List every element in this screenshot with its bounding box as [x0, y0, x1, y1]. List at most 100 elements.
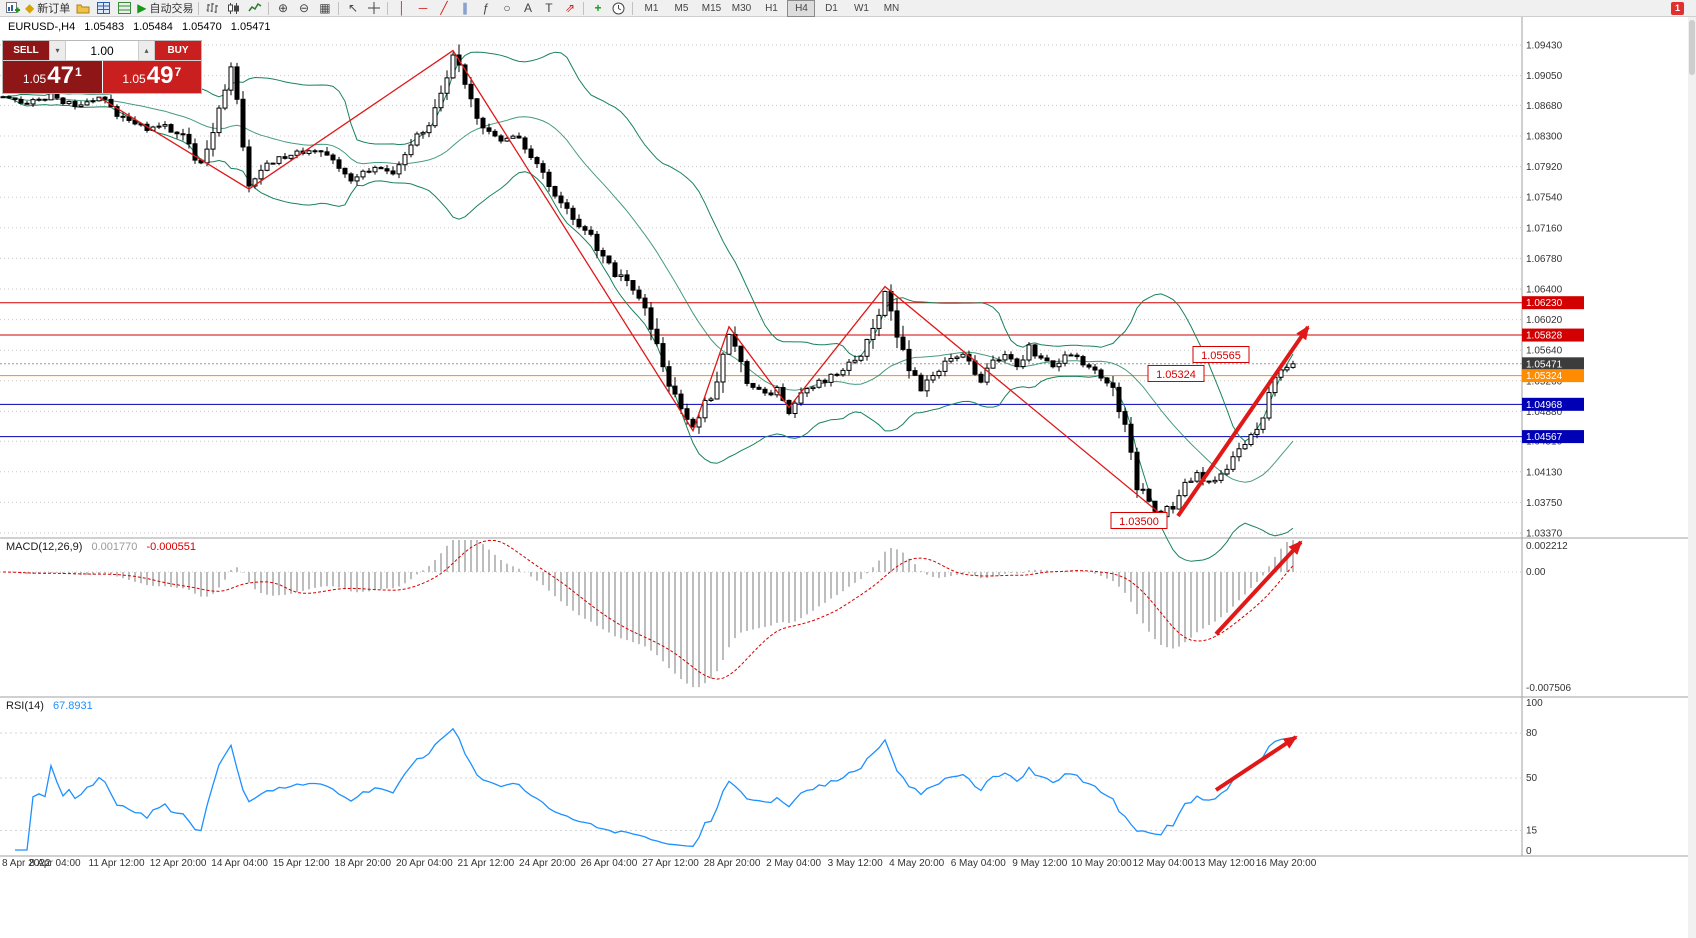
svg-text:1.08680: 1.08680: [1526, 101, 1563, 112]
svg-text:16 May 20:00: 16 May 20:00: [1256, 858, 1317, 869]
crosshair-tool-button[interactable]: [363, 1, 384, 16]
timeframe-mn-button[interactable]: MN: [883, 2, 900, 14]
volume-increase-button[interactable]: ▴: [138, 41, 155, 60]
bar-chart-mode-button[interactable]: [202, 1, 223, 16]
rsi-panel: [0, 727, 1522, 851]
vertical-scrollbar[interactable]: [1688, 17, 1696, 938]
timeframe-m5-button[interactable]: M5: [674, 2, 689, 14]
zoom-in-icon: ⊕: [277, 1, 288, 15]
notification-icon[interactable]: 1: [1671, 1, 1684, 15]
toolbar-separator: [632, 1, 634, 15]
svg-text:12 May 04:00: 12 May 04:00: [1133, 858, 1194, 869]
svg-text:15: 15: [1526, 826, 1538, 837]
ellipse-tool-button[interactable]: ○: [496, 1, 517, 16]
toolbar-separator: [268, 1, 270, 15]
arrows-tool-button[interactable]: ⇗: [559, 1, 580, 16]
fibonacci-tool-button[interactable]: ƒ: [475, 1, 496, 16]
one-click-trading-panel: SELL ▾ ▴ BUY 1.05 47 1 1.05 49 7: [2, 40, 202, 94]
trade-controls-row: SELL ▾ ▴ BUY: [3, 41, 201, 61]
svg-text:15 Apr 12:00: 15 Apr 12:00: [273, 858, 330, 869]
volume-decrease-button[interactable]: ▾: [49, 41, 66, 60]
table-icon: [97, 2, 111, 14]
vertical-line-tool-button[interactable]: │: [391, 1, 412, 16]
label-tool-button[interactable]: T: [538, 1, 559, 16]
terminal-button[interactable]: [114, 1, 135, 16]
price-annotations[interactable]: 1.05565 1.05324 1.03500: [1110, 346, 1250, 529]
zigzag-line[interactable]: [98, 49, 1168, 520]
bollinger-bands: [2, 51, 1294, 562]
ohlc-close: 1.05471: [230, 21, 271, 33]
svg-text:1.03370: 1.03370: [1526, 528, 1563, 539]
svg-text:1.05324: 1.05324: [1156, 369, 1196, 381]
fibonacci-icon: ƒ: [482, 1, 490, 15]
timeframe-d1-button[interactable]: D1: [825, 2, 838, 14]
ellipse-icon: ○: [503, 1, 511, 15]
periods-button[interactable]: [608, 1, 629, 16]
svg-text:11 Apr 12:00: 11 Apr 12:00: [89, 858, 145, 869]
buy-price-big: 49: [146, 62, 174, 89]
candlestick-icon: [228, 2, 240, 14]
market-watch-button[interactable]: [93, 1, 114, 16]
cursor-tool-button[interactable]: ↖: [342, 1, 363, 16]
timeframe-m30-button[interactable]: M30: [731, 2, 752, 14]
chart-profiles-button[interactable]: [72, 1, 93, 16]
zoom-out-icon: ⊖: [298, 1, 309, 15]
svg-text:3 May 12:00: 3 May 12:00: [828, 858, 883, 869]
sell-price-prefix: 1.05: [22, 72, 47, 86]
timeframe-h4-button[interactable]: H4: [787, 0, 816, 17]
horizontal-line-tool-button[interactable]: ─: [412, 1, 433, 16]
macd-label: MACD(12,26,9) 0.001770 -0.000551: [6, 541, 196, 553]
sell-button[interactable]: SELL: [3, 41, 49, 60]
svg-text:1.07540: 1.07540: [1526, 193, 1563, 204]
timeframe-w1-button[interactable]: W1: [853, 2, 869, 14]
svg-text:18 Apr 20:00: 18 Apr 20:00: [334, 858, 391, 869]
volume-input[interactable]: [66, 41, 138, 60]
timeframe-m1-button[interactable]: M1: [644, 2, 659, 14]
text-tool-button[interactable]: A: [517, 1, 538, 16]
autotrading-button[interactable]: ▶ 自动交易: [135, 1, 195, 16]
new-order-button[interactable]: ◆ 新订单: [23, 1, 72, 16]
macd-main-value: 0.001770: [91, 541, 138, 553]
indicators-button[interactable]: +: [587, 1, 608, 16]
svg-text:4 May 20:00: 4 May 20:00: [889, 858, 944, 869]
buy-price-button[interactable]: 1.05 49 7: [102, 61, 201, 93]
svg-text:1.03750: 1.03750: [1526, 498, 1563, 509]
svg-text:1.03500: 1.03500: [1119, 516, 1159, 528]
new-chart-button[interactable]: [2, 1, 23, 16]
grid-toggle-button[interactable]: ▦: [314, 1, 335, 16]
ohlc-open: 1.05483: [84, 21, 125, 33]
svg-text:1.04130: 1.04130: [1526, 467, 1563, 478]
svg-text:1.09050: 1.09050: [1526, 71, 1563, 82]
sell-price-button[interactable]: 1.05 47 1: [3, 61, 103, 93]
autotrading-label: 自动交易: [149, 3, 194, 15]
svg-text:100: 100: [1526, 698, 1543, 709]
trendline-icon: ╱: [440, 1, 448, 15]
buy-button[interactable]: BUY: [155, 41, 201, 60]
svg-text:21 Apr 12:00: 21 Apr 12:00: [457, 858, 514, 869]
cursor-icon: ↖: [347, 1, 358, 15]
zoom-in-button[interactable]: ⊕: [272, 1, 293, 16]
channel-tool-button[interactable]: ∥: [454, 1, 475, 16]
zoom-out-button[interactable]: ⊖: [293, 1, 314, 16]
trendline-tool-button[interactable]: ╱: [433, 1, 454, 16]
terminal-icon: [118, 2, 132, 14]
svg-text:-0.007506: -0.007506: [1526, 683, 1571, 694]
svg-text:28 Apr 20:00: 28 Apr 20:00: [704, 858, 761, 869]
toolbar-separator: [387, 1, 389, 15]
svg-text:26 Apr 04:00: 26 Apr 04:00: [581, 858, 638, 869]
symbol-period-label: EURUSD-,H4: [8, 21, 76, 33]
line-chart-mode-button[interactable]: [244, 1, 265, 16]
candles-layer: [0, 44, 1296, 518]
scrollbar-thumb[interactable]: [1689, 20, 1695, 75]
candle-chart-mode-button[interactable]: [223, 1, 244, 16]
svg-text:1.06780: 1.06780: [1526, 254, 1563, 265]
trend-arrows[interactable]: [1176, 325, 1310, 792]
grid-icon: ▦: [319, 1, 331, 15]
indicator-axis: 0.002212 0.00 -0.007506 100 80 50 15 0: [1526, 541, 1571, 857]
horizontal-line-icon: ─: [418, 1, 428, 15]
timeframe-h1-button[interactable]: H1: [765, 2, 778, 14]
timeframe-m15-button[interactable]: M15: [701, 2, 722, 14]
svg-text:1.04968: 1.04968: [1526, 400, 1563, 411]
